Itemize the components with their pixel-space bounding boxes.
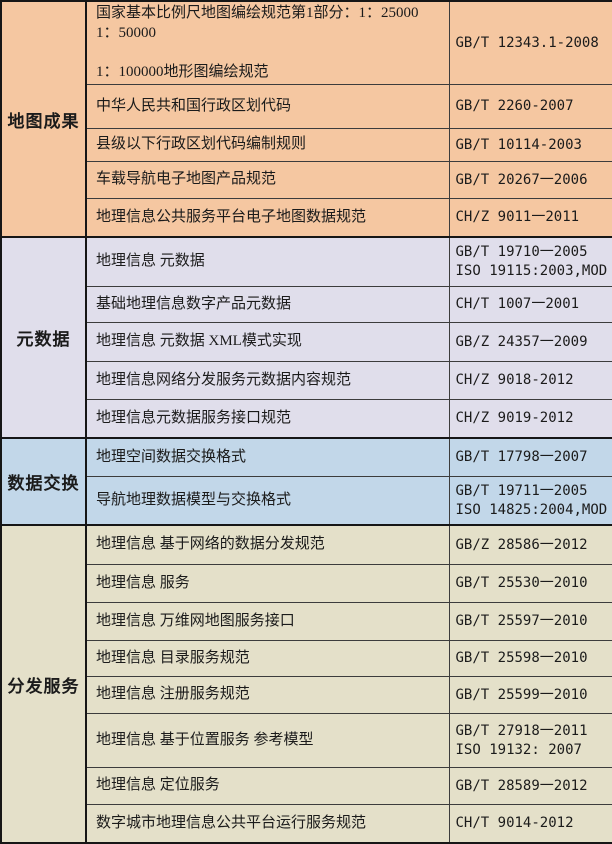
table-row: 地理信息 注册服务规范 GB/T 25599一2010	[1, 676, 612, 714]
standard-name-cell: 地理信息 定位服务	[85, 767, 450, 805]
table-row: 分发服务 地理信息 基于网络的数据分发规范 GB/Z 28586一2012	[0, 524, 612, 844]
standard-number-cell: GB/T 10114-2003	[448, 128, 612, 162]
table-row: 导航地理数据模型与交换格式 GB/T 19711一2005 ISO 14825:2…	[1, 476, 612, 526]
standard-name-cell: 地理信息网络分发服务元数据内容规范	[85, 361, 450, 400]
standard-number-cell: GB/Z 28586一2012	[448, 524, 612, 565]
standard-name-cell: 地理信息 元数据 XML模式实现	[85, 322, 450, 362]
standard-name-cell: 地理信息 注册服务规范	[85, 676, 450, 714]
category-cell: 数据交换	[0, 437, 87, 526]
standard-number-cell: GB/T 25530一2010	[448, 564, 612, 603]
standard-number-cell: GB/Z 24357一2009	[448, 322, 612, 362]
table-row: 中华人民共和国行政区划代码 GB/T 2260-2007	[1, 84, 612, 129]
standard-number-cell: GB/T 19710一2005 ISO 19115:2003,MOD	[448, 236, 612, 287]
standard-name-cell: 地理信息元数据服务接口规范	[85, 399, 450, 439]
table-row: 地理信息公共服务平台电子地图数据规范 CH/Z 9011一2011	[1, 198, 612, 238]
standard-number-cell: GB/T 20267一2006	[448, 161, 612, 199]
category-cell: 元数据	[0, 236, 87, 439]
standard-name-cell: 车载导航电子地图产品规范	[85, 161, 450, 199]
table-row: 地理信息元数据服务接口规范 CH/Z 9019-2012	[1, 399, 612, 439]
table-row: 地图成果 国家基本比例尺地图编绘规范第1部分：1：25000 1：50000 1：…	[0, 0, 612, 238]
standard-number-cell: CH/Z 9018-2012	[448, 361, 612, 400]
standard-number-cell: CH/Z 9019-2012	[448, 399, 612, 439]
standard-name-cell: 国家基本比例尺地图编绘规范第1部分：1：25000 1：50000 1：1000…	[85, 0, 450, 85]
table-row: 县级以下行政区划代码编制规则 GB/T 10114-2003	[1, 128, 612, 162]
standard-number-cell: GB/T 25598一2010	[448, 640, 612, 677]
table-row: 数据交换 地理空间数据交换格式 GB/T 17798一2007	[0, 437, 612, 526]
standard-number-cell: GB/T 2260-2007	[448, 84, 612, 129]
standard-name-cell: 中华人民共和国行政区划代码	[85, 84, 450, 129]
standard-number-cell: GB/T 28589一2012	[448, 767, 612, 805]
table-row: 地理信息 元数据 XML模式实现 GB/Z 24357一2009	[1, 322, 612, 362]
table-row: 地理信息 基于位置服务 参考模型 GB/T 27918一2011 ISO 1913…	[1, 713, 612, 768]
standard-name-cell: 地理信息 元数据	[85, 236, 450, 287]
standard-name-cell: 导航地理数据模型与交换格式	[85, 476, 450, 526]
table-row: 数字城市地理信息公共平台运行服务规范 CH/T 9014-2012	[1, 804, 612, 844]
table-row: 地理信息 服务 GB/T 25530一2010	[1, 564, 612, 603]
table-row: 地理信息 万维网地图服务接口 GB/T 25597一2010	[1, 602, 612, 641]
standard-number-cell: GB/T 25597一2010	[448, 602, 612, 641]
table-row: 元数据 地理信息 元数据 GB/T 19710一2005 ISO 19115:200…	[0, 236, 612, 439]
standard-name-cell: 地理信息 目录服务规范	[85, 640, 450, 677]
table-row: 地理信息网络分发服务元数据内容规范 CH/Z 9018-2012	[1, 361, 612, 400]
standard-name-cell: 地理信息 基于位置服务 参考模型	[85, 713, 450, 768]
category-cell: 分发服务	[0, 524, 87, 844]
standard-number-cell: GB/T 17798一2007	[448, 437, 612, 477]
category-cell: 地图成果	[0, 0, 87, 238]
standard-number-cell: CH/Z 9011一2011	[448, 198, 612, 238]
standard-number-cell: GB/T 27918一2011 ISO 19132: 2007	[448, 713, 612, 768]
standard-name-cell: 地理信息 基于网络的数据分发规范	[85, 524, 450, 565]
table-row: 基础地理信息数字产品元数据 CH/T 1007一2001	[1, 286, 612, 323]
standard-number-cell: CH/T 1007一2001	[448, 286, 612, 323]
table-row: 地理信息 目录服务规范 GB/T 25598一2010	[1, 640, 612, 677]
standard-name-cell: 地理空间数据交换格式	[85, 437, 450, 477]
standard-number-cell: GB/T 12343.1-2008	[448, 0, 612, 85]
standard-name-cell: 地理信息 服务	[85, 564, 450, 603]
standard-name-cell: 地理信息公共服务平台电子地图数据规范	[85, 198, 450, 238]
table-row: 车载导航电子地图产品规范 GB/T 20267一2006	[1, 161, 612, 199]
standard-name-cell: 基础地理信息数字产品元数据	[85, 286, 450, 323]
standard-number-cell: GB/T 25599一2010	[448, 676, 612, 714]
standard-number-cell: GB/T 19711一2005 ISO 14825:2004,MOD	[448, 476, 612, 526]
table-row: 地理信息 定位服务 GB/T 28589一2012	[1, 767, 612, 805]
standard-name-cell: 县级以下行政区划代码编制规则	[85, 128, 450, 162]
standard-number-cell: CH/T 9014-2012	[448, 804, 612, 844]
standard-name-cell: 地理信息 万维网地图服务接口	[85, 602, 450, 641]
standard-name-cell: 数字城市地理信息公共平台运行服务规范	[85, 804, 450, 844]
